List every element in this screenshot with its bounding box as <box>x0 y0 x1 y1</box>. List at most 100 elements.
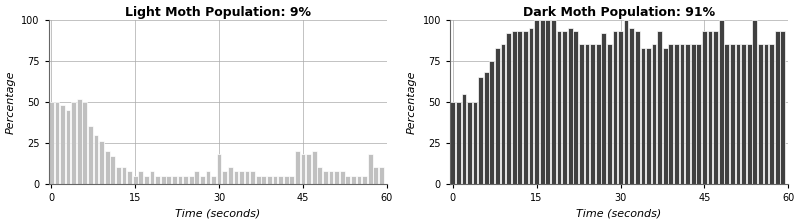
Bar <box>602 33 606 184</box>
Bar <box>278 176 283 184</box>
Bar <box>590 44 595 184</box>
Bar <box>105 151 110 184</box>
Bar <box>262 176 266 184</box>
Bar <box>306 154 311 184</box>
Bar <box>714 31 718 184</box>
Bar <box>574 31 578 184</box>
Bar <box>239 171 244 184</box>
Title: Light Moth Population: 9%: Light Moth Population: 9% <box>125 6 310 19</box>
Bar <box>529 28 534 184</box>
Bar <box>562 31 567 184</box>
Bar <box>658 31 662 184</box>
Bar <box>301 154 306 184</box>
Bar <box>82 102 87 184</box>
Bar <box>166 176 171 184</box>
Bar <box>697 44 701 184</box>
Bar <box>506 33 511 184</box>
Bar <box>290 176 294 184</box>
Bar <box>473 102 478 184</box>
Bar <box>346 176 350 184</box>
Bar <box>579 44 584 184</box>
Bar <box>155 176 160 184</box>
Bar <box>250 171 255 184</box>
Y-axis label: Percentage: Percentage <box>407 70 417 134</box>
Bar <box>88 126 93 184</box>
Bar <box>206 171 210 184</box>
Bar <box>329 171 334 184</box>
Bar <box>702 31 706 184</box>
Bar <box>183 176 188 184</box>
Bar <box>351 176 356 184</box>
Bar <box>725 44 729 184</box>
Bar <box>172 176 177 184</box>
Bar <box>735 44 740 184</box>
Bar <box>534 20 539 184</box>
Bar <box>501 44 506 184</box>
Bar <box>60 105 65 184</box>
Bar <box>557 31 562 184</box>
Bar <box>357 176 362 184</box>
Bar <box>607 44 612 184</box>
X-axis label: Time (seconds): Time (seconds) <box>175 209 260 218</box>
Bar <box>467 102 472 184</box>
Bar <box>122 168 126 184</box>
Bar <box>763 44 768 184</box>
Bar <box>334 171 339 184</box>
Bar <box>512 31 517 184</box>
Bar <box>669 44 674 184</box>
Bar <box>674 44 679 184</box>
Bar <box>245 171 250 184</box>
Bar <box>780 31 785 184</box>
Bar <box>758 44 762 184</box>
Bar <box>161 176 166 184</box>
X-axis label: Time (seconds): Time (seconds) <box>577 209 662 218</box>
Bar <box>551 20 556 184</box>
Bar <box>374 168 378 184</box>
Bar <box>691 44 696 184</box>
Bar <box>116 168 121 184</box>
Bar <box>323 171 328 184</box>
Bar <box>256 176 261 184</box>
Bar <box>680 44 685 184</box>
Bar <box>635 31 640 184</box>
Bar <box>94 135 98 184</box>
Bar <box>462 94 466 184</box>
Bar <box>340 171 345 184</box>
Bar <box>741 44 746 184</box>
Bar <box>730 44 734 184</box>
Bar <box>585 44 590 184</box>
Bar <box>523 31 528 184</box>
Bar <box>194 171 199 184</box>
Bar <box>540 20 545 184</box>
Bar <box>746 44 751 184</box>
Title: Dark Moth Population: 91%: Dark Moth Population: 91% <box>523 6 715 19</box>
Bar <box>379 168 384 184</box>
Bar <box>618 31 623 184</box>
Bar <box>518 31 522 184</box>
Bar <box>478 77 483 184</box>
Bar <box>546 20 550 184</box>
Bar <box>613 31 618 184</box>
Bar <box>362 176 367 184</box>
Bar <box>719 20 723 184</box>
Bar <box>200 176 205 184</box>
Bar <box>624 20 629 184</box>
Bar <box>484 72 489 184</box>
Bar <box>284 176 289 184</box>
Bar <box>144 176 149 184</box>
Bar <box>686 44 690 184</box>
Bar <box>234 171 238 184</box>
Bar <box>652 44 657 184</box>
Bar <box>217 154 222 184</box>
Bar <box>133 176 138 184</box>
Bar <box>66 110 70 184</box>
Bar <box>663 48 668 184</box>
Bar <box>138 171 143 184</box>
Bar <box>49 102 54 184</box>
Bar <box>150 171 154 184</box>
Bar <box>99 141 104 184</box>
Bar <box>71 102 76 184</box>
Bar <box>267 176 272 184</box>
Bar <box>495 48 500 184</box>
Bar <box>189 176 194 184</box>
